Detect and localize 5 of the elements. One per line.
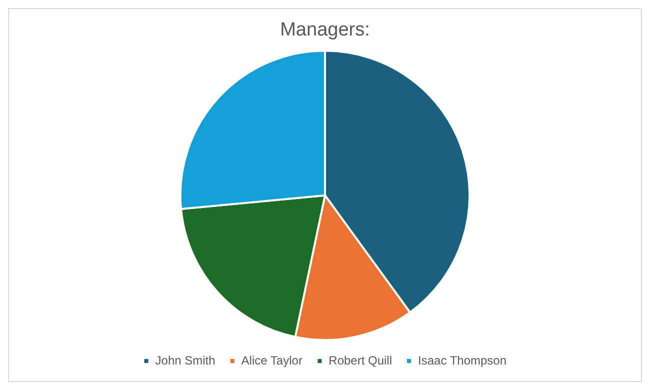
- legend-label: Alice Taylor: [241, 353, 302, 368]
- chart-title: Managers:: [280, 20, 370, 41]
- legend-label: Robert Quill: [328, 353, 392, 368]
- legend-label: Isaac Thompson: [418, 353, 507, 368]
- legend-label: John Smith: [155, 353, 216, 368]
